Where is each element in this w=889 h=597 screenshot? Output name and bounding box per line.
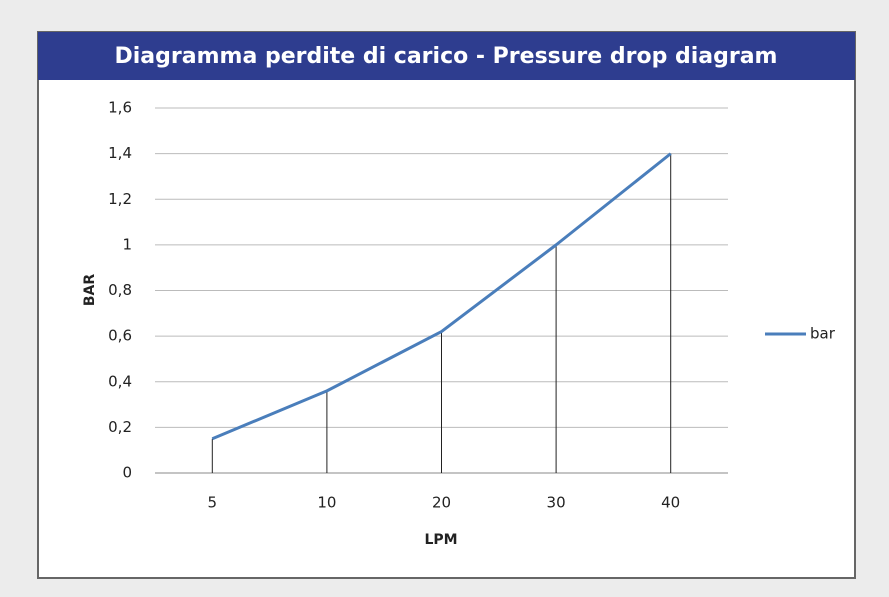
x-tick-label: 40 — [661, 494, 680, 512]
y-tick-label: 0 — [122, 464, 132, 482]
y-tick-label: 1,6 — [108, 99, 132, 117]
title-bar — [38, 32, 855, 80]
y-tick-label: 0,6 — [108, 327, 132, 345]
series-line — [211, 152, 672, 441]
y-tick-label: 1,4 — [108, 144, 132, 162]
legend-label: bar — [810, 325, 836, 343]
x-tick-label: 20 — [432, 494, 451, 512]
y-axis-title: BAR — [82, 274, 98, 307]
y-tick-label: 1 — [122, 235, 132, 253]
y-tick-label: 0,4 — [108, 372, 132, 390]
y-tick-label: 1,2 — [108, 190, 132, 208]
x-tick-label: 5 — [208, 494, 218, 512]
chart-title: Diagramma perdite di carico - Pressure d… — [115, 44, 778, 69]
x-tick-label: 10 — [317, 494, 336, 512]
panel — [37, 31, 856, 579]
x-tick-label: 30 — [547, 494, 566, 512]
x-axis-title: LPM — [424, 532, 457, 548]
y-tick-label: 0,2 — [108, 418, 132, 436]
y-tick-label: 0,8 — [108, 281, 132, 299]
